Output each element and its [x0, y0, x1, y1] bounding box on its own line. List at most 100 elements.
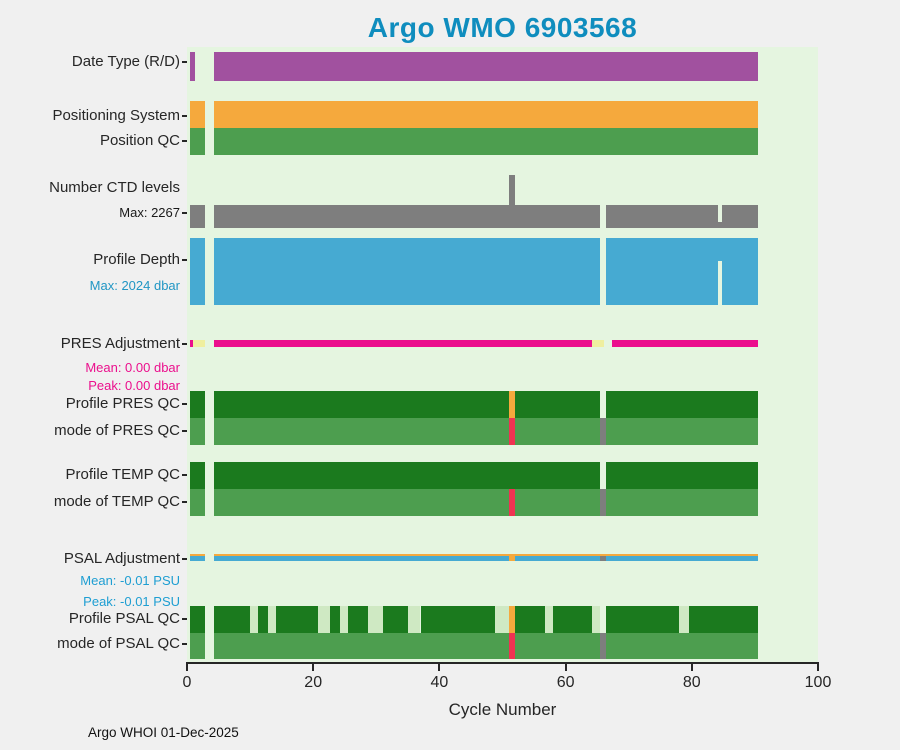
- ctd-levels-row-segment: [190, 205, 206, 228]
- profile-psal-qc-row-segment: [544, 606, 553, 633]
- label-positioning-system-tick: [182, 115, 187, 117]
- profile-psal-qc-row-segment: [592, 606, 600, 633]
- x-tick-20: [312, 664, 315, 671]
- profile-pres-qc-row: [187, 391, 818, 418]
- mode-pres-qc-row-segment: [190, 418, 206, 445]
- mode-psal-qc-row-segment: [213, 633, 509, 659]
- mode-pres-qc-row-segment: [515, 418, 600, 445]
- psal-adjustment-row-segment: [508, 556, 516, 561]
- positioning-system-row: [187, 101, 818, 128]
- profile-psal-qc-row-segment: [339, 606, 348, 633]
- label-pres-adjustment: PRES Adjustment: [60, 334, 180, 352]
- profile-psal-qc-row-segment: [250, 606, 259, 633]
- ctd-levels-row-segment: [606, 205, 719, 228]
- label-psal-adjustment-tick: [182, 558, 187, 560]
- profile-psal-qc-row-segment: [347, 606, 369, 633]
- profile-psal-qc-row-segment: [553, 606, 593, 633]
- profile-psal-qc-row-segment: [407, 606, 421, 633]
- profile-psal-qc-row-segment: [267, 606, 276, 633]
- mode-temp-qc-row-segment: [213, 489, 509, 516]
- label-pres-adjustment-tick: [182, 343, 187, 345]
- label-positioning-system: Positioning System: [52, 106, 180, 124]
- profile-psal-qc-row-segment: [382, 606, 408, 633]
- pres-adjustment-row-segment: [611, 340, 759, 347]
- psal-adjustment-row-segment: [606, 556, 759, 561]
- mode-pres-qc-row-segment: [606, 418, 759, 445]
- label-mode-temp-qc-tick: [182, 501, 187, 503]
- x-tick-label-0: 0: [182, 674, 192, 691]
- psal-adjustment-row-segment: [213, 556, 509, 561]
- profile-pres-qc-row-segment: [213, 391, 509, 418]
- profile-depth-row-segment: [722, 238, 759, 305]
- mode-psal-qc-row-segment: [190, 633, 206, 659]
- label-mode-psal-qc: mode of PSAL QC: [57, 634, 180, 652]
- mode-temp-qc-row-segment: [606, 489, 759, 516]
- label-mode-psal-qc-tick: [182, 643, 187, 645]
- psal-adjustment-ref-row: [187, 554, 818, 556]
- mode-temp-qc-row-segment: [190, 489, 206, 516]
- label-profile-pres-qc: Profile PRES QC: [65, 394, 180, 412]
- profile-psal-qc-row-segment: [606, 606, 680, 633]
- label-pres-peak: Peak: 0.00 dbar: [88, 377, 180, 393]
- label-profile-temp-qc: Profile TEMP QC: [65, 465, 180, 483]
- positioning-system-row-segment: [190, 101, 206, 128]
- date-type-row-segment: [213, 52, 759, 81]
- label-profile-pres-qc-tick: [182, 403, 187, 405]
- mode-temp-qc-row: [187, 489, 818, 516]
- pres-adjustment-row-segment: [193, 340, 206, 347]
- x-tick-40: [438, 664, 441, 671]
- label-date-type: Date Type (R/D): [71, 52, 180, 70]
- profile-depth-row-segment: [190, 238, 206, 305]
- x-axis-title: Cycle Number: [448, 700, 557, 719]
- profile-psal-qc-row-segment: [318, 606, 331, 633]
- mode-temp-qc-row-segment: [515, 489, 600, 516]
- x-axis-line: [186, 662, 819, 664]
- x-tick-label-80: 80: [682, 674, 701, 691]
- profile-psal-qc-row-segment: [420, 606, 495, 633]
- ctd-levels-row: [187, 175, 818, 228]
- x-tick-0: [186, 664, 188, 671]
- profile-depth-row: [187, 238, 818, 305]
- page-title: Argo WMO 6903568: [367, 12, 638, 43]
- label-pres-mean: Mean: 0.00 dbar: [85, 359, 180, 375]
- x-tick-label-20: 20: [304, 674, 323, 691]
- footer-attribution: Argo WHOI 01-Dec-2025: [88, 725, 239, 740]
- profile-pres-qc-row-segment: [515, 391, 600, 418]
- label-profile-depth-tick: [182, 259, 187, 261]
- ctd-levels-row-segment: [722, 205, 759, 228]
- mode-psal-qc-row-segment: [599, 633, 606, 659]
- profile-psal-qc-row-segment: [508, 606, 516, 633]
- psal-adjustment-ref-row-segment: [190, 554, 206, 556]
- ctd-levels-row-segment: [718, 221, 723, 228]
- mode-temp-qc-row-segment: [599, 489, 606, 516]
- mode-temp-qc-row-segment: [508, 489, 516, 516]
- profile-psal-qc-row: [187, 606, 818, 633]
- profile-depth-row-segment: [718, 238, 723, 262]
- x-tick-80: [690, 664, 693, 671]
- label-position-qc: Position QC: [99, 131, 180, 149]
- pres-adjustment-row-segment: [592, 340, 605, 347]
- pres-adjustment-row-segment: [213, 340, 593, 347]
- ctd-levels-row-segment: [508, 175, 516, 228]
- label-psal-adjustment: PSAL Adjustment: [63, 549, 180, 567]
- profile-pres-qc-row-segment: [508, 391, 516, 418]
- date-type-row: [187, 52, 818, 81]
- label-mode-temp-qc: mode of TEMP QC: [53, 492, 180, 510]
- mode-pres-qc-row-segment: [599, 418, 606, 445]
- x-tick-label-100: 100: [804, 674, 832, 691]
- mode-psal-qc-row-segment: [606, 633, 759, 659]
- x-tick-100: [817, 664, 819, 671]
- profile-psal-qc-row-segment: [276, 606, 319, 633]
- profile-psal-qc-row-segment: [494, 606, 509, 633]
- label-profile-depth: Profile Depth: [93, 250, 180, 268]
- x-tick-60: [564, 664, 567, 671]
- psal-adjustment-row-segment: [190, 556, 206, 561]
- profile-depth-row-segment: [213, 238, 600, 305]
- label-psal-mean: Mean: -0.01 PSU: [80, 572, 180, 588]
- profile-pres-qc-row-segment: [190, 391, 206, 418]
- position-qc-row-segment: [213, 128, 759, 155]
- label-position-qc-tick: [182, 140, 187, 142]
- date-type-row-segment: [190, 52, 195, 81]
- psal-adjustment-row-segment: [515, 556, 600, 561]
